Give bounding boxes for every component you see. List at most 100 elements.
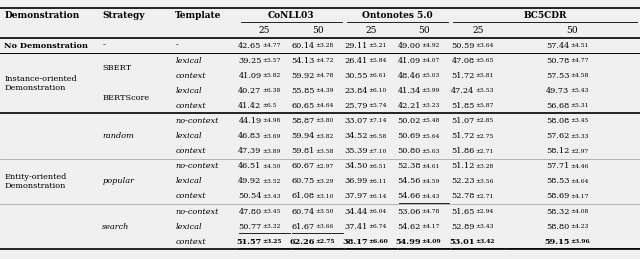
Text: 58.12: 58.12 bbox=[546, 147, 570, 155]
Text: 50.80: 50.80 bbox=[397, 147, 421, 155]
Text: ±3.82: ±3.82 bbox=[316, 134, 333, 139]
Text: BERTScore: BERTScore bbox=[102, 94, 150, 102]
Text: 34.44: 34.44 bbox=[344, 207, 367, 215]
Text: ±3.96: ±3.96 bbox=[570, 239, 589, 244]
Text: ±4.72: ±4.72 bbox=[316, 58, 333, 63]
Text: Demonstration: Demonstration bbox=[4, 11, 80, 20]
Text: 59.81: 59.81 bbox=[291, 147, 315, 155]
Text: ±4.77: ±4.77 bbox=[570, 58, 588, 63]
Text: 51.65: 51.65 bbox=[451, 207, 474, 215]
Text: 52.23: 52.23 bbox=[451, 177, 474, 185]
Text: 57.62: 57.62 bbox=[546, 132, 570, 140]
Text: 59.15: 59.15 bbox=[544, 238, 570, 246]
Text: ±4.77: ±4.77 bbox=[262, 43, 280, 48]
Text: ±6.5: ±6.5 bbox=[262, 103, 276, 108]
Text: 57.44: 57.44 bbox=[546, 41, 570, 49]
Text: 56.68: 56.68 bbox=[546, 102, 570, 110]
Text: 58.08: 58.08 bbox=[546, 117, 570, 125]
Text: 26.41: 26.41 bbox=[344, 57, 367, 64]
Text: 51.12: 51.12 bbox=[451, 162, 474, 170]
Text: CoNLL03: CoNLL03 bbox=[268, 11, 314, 20]
Text: 59.94: 59.94 bbox=[291, 132, 315, 140]
Text: 38.17: 38.17 bbox=[342, 238, 367, 246]
Text: 41.34: 41.34 bbox=[397, 87, 421, 95]
Text: 60.14: 60.14 bbox=[291, 41, 315, 49]
Text: ±4.17: ±4.17 bbox=[570, 194, 588, 199]
Text: ±6.58: ±6.58 bbox=[369, 134, 387, 139]
Text: 48.46: 48.46 bbox=[397, 72, 421, 80]
Text: ±5.65: ±5.65 bbox=[475, 58, 493, 63]
Text: 62.26: 62.26 bbox=[289, 238, 315, 246]
Text: context: context bbox=[175, 102, 206, 110]
Text: ±7.14: ±7.14 bbox=[369, 118, 387, 124]
Text: 47.24: 47.24 bbox=[451, 87, 474, 95]
Text: 50.77: 50.77 bbox=[238, 223, 262, 231]
Text: 57.71: 57.71 bbox=[546, 162, 570, 170]
Text: ±6.74: ±6.74 bbox=[369, 224, 387, 229]
Text: 41.09: 41.09 bbox=[238, 72, 262, 80]
Text: 25: 25 bbox=[365, 26, 376, 35]
Text: ±6.51: ±6.51 bbox=[369, 164, 387, 169]
Text: ±6.38: ±6.38 bbox=[262, 88, 280, 93]
Text: ±3.43: ±3.43 bbox=[475, 224, 493, 229]
Text: ±3.52: ±3.52 bbox=[262, 179, 280, 184]
Text: ±3.99: ±3.99 bbox=[422, 88, 440, 93]
Text: ±3.64: ±3.64 bbox=[475, 43, 493, 48]
Text: Template: Template bbox=[175, 11, 221, 20]
Text: ±4.78: ±4.78 bbox=[422, 209, 440, 214]
Text: 54.99: 54.99 bbox=[395, 238, 421, 246]
Text: 58.69: 58.69 bbox=[546, 192, 570, 200]
Text: lexical: lexical bbox=[175, 87, 202, 95]
Text: 50.02: 50.02 bbox=[397, 117, 421, 125]
Text: ±4.92: ±4.92 bbox=[422, 43, 440, 48]
Text: ±3.42: ±3.42 bbox=[475, 239, 495, 244]
Text: ±3.66: ±3.66 bbox=[316, 224, 333, 229]
Text: ±4.08: ±4.08 bbox=[570, 209, 588, 214]
Text: 41.42: 41.42 bbox=[238, 102, 262, 110]
Text: 47.08: 47.08 bbox=[451, 57, 474, 64]
Text: 53.01: 53.01 bbox=[449, 238, 474, 246]
Text: ±4.59: ±4.59 bbox=[422, 179, 440, 184]
Text: 41.09: 41.09 bbox=[397, 57, 421, 64]
Text: Ontonotes 5.0: Ontonotes 5.0 bbox=[362, 11, 433, 20]
Text: ±2.97: ±2.97 bbox=[570, 149, 588, 154]
Text: 34.52: 34.52 bbox=[344, 132, 367, 140]
Text: ±6.04: ±6.04 bbox=[369, 209, 387, 214]
Text: 54.56: 54.56 bbox=[397, 177, 421, 185]
Text: ±6.11: ±6.11 bbox=[369, 179, 387, 184]
Text: 58.32: 58.32 bbox=[546, 207, 570, 215]
Text: ±3.69: ±3.69 bbox=[262, 134, 280, 139]
Text: 49.92: 49.92 bbox=[238, 177, 262, 185]
Text: 44.19: 44.19 bbox=[238, 117, 262, 125]
Text: 25: 25 bbox=[472, 26, 483, 35]
Text: random: random bbox=[102, 132, 134, 140]
Text: 54.66: 54.66 bbox=[397, 192, 421, 200]
Text: ±4.23: ±4.23 bbox=[570, 224, 588, 229]
Text: -: - bbox=[175, 41, 178, 49]
Text: 58.53: 58.53 bbox=[546, 177, 570, 185]
Text: 51.72: 51.72 bbox=[451, 72, 474, 80]
Text: ±5.57: ±5.57 bbox=[262, 58, 280, 63]
Text: 34.50: 34.50 bbox=[344, 162, 367, 170]
Text: 50.78: 50.78 bbox=[546, 57, 570, 64]
Text: ±6.10: ±6.10 bbox=[369, 88, 387, 93]
Text: ±4.58: ±4.58 bbox=[570, 73, 588, 78]
Text: ±5.81: ±5.81 bbox=[475, 73, 493, 78]
Text: 52.89: 52.89 bbox=[451, 223, 474, 231]
Text: No Demonstration: No Demonstration bbox=[4, 41, 88, 49]
Text: 55.85: 55.85 bbox=[291, 87, 315, 95]
Text: no-context: no-context bbox=[175, 162, 219, 170]
Text: 57.53: 57.53 bbox=[546, 72, 570, 80]
Text: ±3.58: ±3.58 bbox=[316, 149, 333, 154]
Text: 42.65: 42.65 bbox=[238, 41, 262, 49]
Text: ±3.32: ±3.32 bbox=[262, 224, 280, 229]
Text: ±3.28: ±3.28 bbox=[475, 164, 493, 169]
Text: ±4.64: ±4.64 bbox=[316, 103, 333, 108]
Text: 58.87: 58.87 bbox=[291, 117, 315, 125]
Text: ±5.82: ±5.82 bbox=[262, 73, 280, 78]
Text: no-context: no-context bbox=[175, 207, 219, 215]
Text: ±4.09: ±4.09 bbox=[422, 239, 441, 244]
Text: ±4.51: ±4.51 bbox=[570, 43, 588, 48]
Text: ±3.45: ±3.45 bbox=[570, 118, 588, 124]
Text: 51.86: 51.86 bbox=[451, 147, 474, 155]
